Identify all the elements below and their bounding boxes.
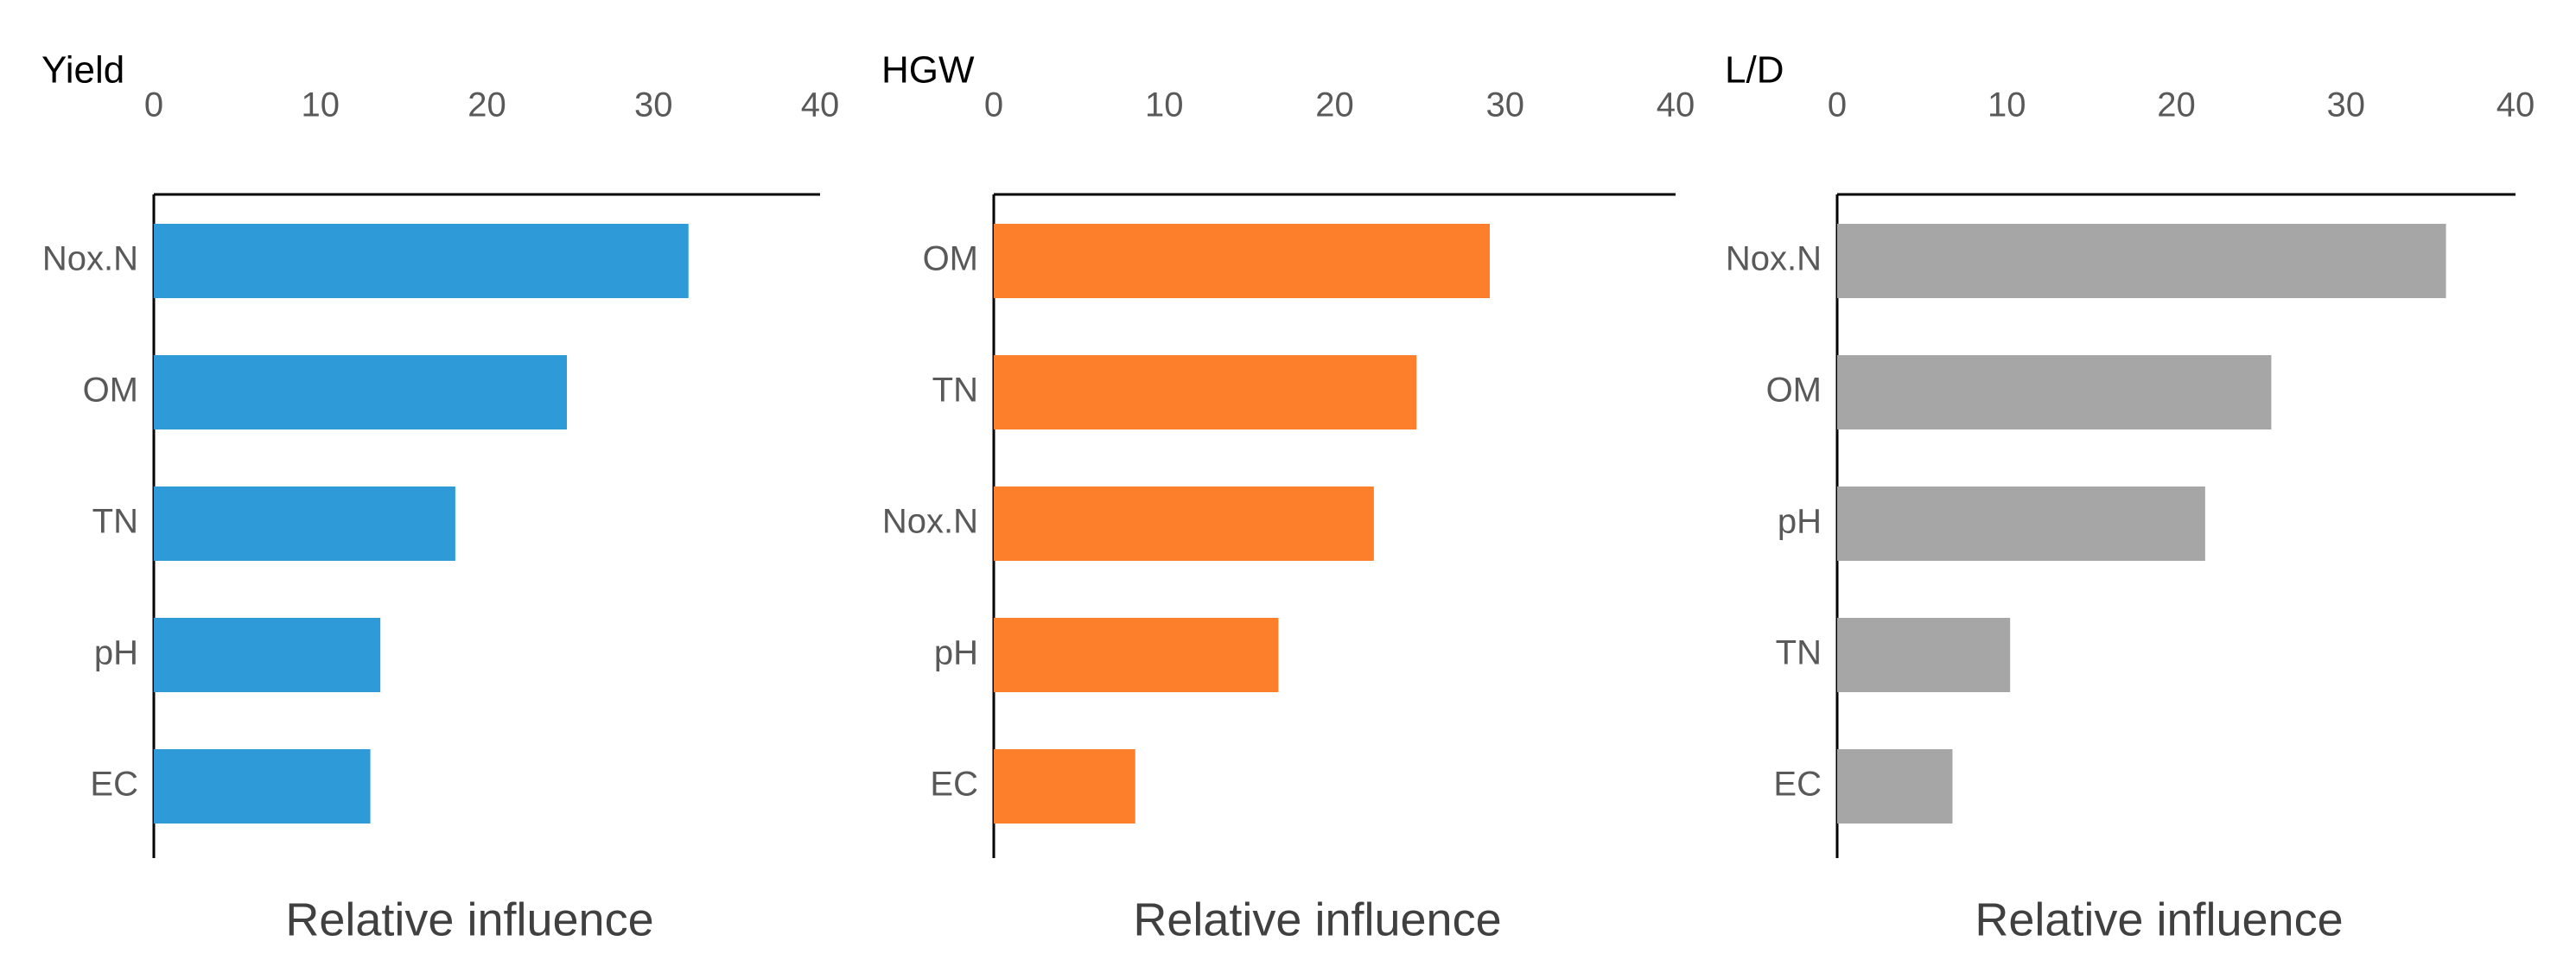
bar (994, 224, 1490, 298)
x-tick-label: 20 (1315, 86, 1354, 124)
bar (994, 487, 1374, 561)
x-tick-label: 20 (467, 86, 506, 124)
bar (154, 487, 455, 561)
category-label: OM (923, 240, 978, 278)
category-label: OM (83, 372, 138, 410)
bar (994, 618, 1279, 692)
bar (1837, 224, 2446, 298)
category-label: pH (934, 634, 978, 672)
x-tick-label: 0 (1828, 86, 1847, 124)
bar (154, 355, 568, 429)
category-label: pH (94, 634, 138, 672)
category-label: Nox.N (42, 240, 138, 278)
category-label: TN (1776, 634, 1822, 672)
category-label: TN (92, 503, 138, 541)
x-tick-label: 0 (984, 86, 1003, 124)
bar (1837, 355, 2272, 429)
x-axis-label: Relative influence (1975, 894, 2343, 945)
category-label: TN (932, 372, 978, 410)
bar (994, 749, 1135, 824)
chart-title: L/D (1725, 49, 1784, 92)
x-tick-label: 10 (302, 86, 340, 124)
x-tick-label: 30 (2327, 86, 2366, 124)
x-axis-label: Relative influence (285, 894, 653, 945)
category-label: pH (1778, 503, 1822, 541)
x-tick-label: 30 (634, 86, 673, 124)
x-tick-label: 10 (1988, 86, 2026, 124)
x-tick-label: 10 (1145, 86, 1184, 124)
category-label: EC (1773, 766, 1822, 804)
bar (994, 355, 1417, 429)
category-label: EC (90, 766, 138, 804)
x-tick-label: 30 (1486, 86, 1525, 124)
category-label: EC (930, 766, 978, 804)
bar (1837, 487, 2205, 561)
x-tick-label: 20 (2157, 86, 2196, 124)
x-tick-label: 0 (144, 86, 163, 124)
category-label: Nox.N (1726, 240, 1822, 278)
bar (154, 618, 381, 692)
category-label: OM (1766, 372, 1822, 410)
x-tick-label: 40 (801, 86, 840, 124)
bar (154, 749, 371, 824)
x-axis-label: Relative influence (1133, 894, 1501, 945)
x-tick-label: 40 (1657, 86, 1695, 124)
bar (1837, 749, 1953, 824)
chart-title: HGW (881, 49, 975, 92)
chart-title: Yield (41, 49, 124, 92)
bar (154, 224, 689, 298)
bar (1837, 618, 2011, 692)
x-tick-label: 40 (2496, 86, 2535, 124)
category-label: Nox.N (882, 503, 978, 541)
